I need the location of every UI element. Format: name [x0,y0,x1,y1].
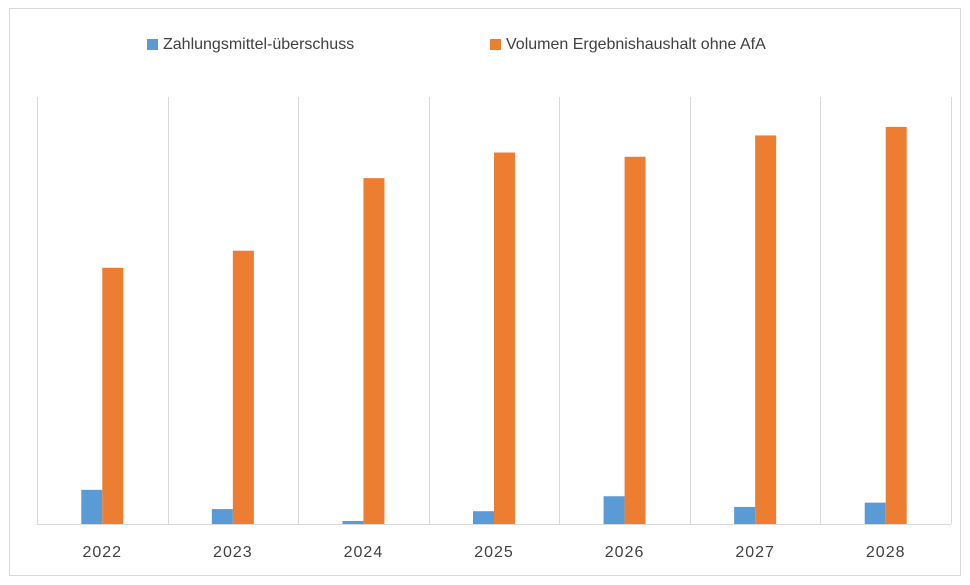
bar [624,156,646,524]
legend-label: Volumen Ergebnishaushalt ohne AfA [506,36,766,53]
chart-border [9,8,961,576]
bar [81,489,103,524]
bar [755,135,777,524]
legend-swatch [490,39,501,50]
legend-label: Zahlungsmittel-überschuss [163,36,354,53]
bar [102,267,124,524]
bar [864,502,886,524]
bar [342,521,364,524]
bar [363,178,385,524]
x-tick-label: 2023 [213,544,253,561]
x-tick-label: 2024 [344,544,384,561]
x-tick-label: 2022 [82,544,122,561]
x-tick-label: 2025 [474,544,514,561]
x-tick-label: 2026 [605,544,645,561]
bar [603,496,625,524]
legend-swatch [147,39,158,50]
bar [211,509,233,524]
bar [232,250,254,524]
x-tick-label: 2027 [735,544,775,561]
bar [494,152,515,524]
x-tick-label: 2028 [866,544,906,561]
bar [885,126,907,524]
bar [473,511,494,524]
bar [734,506,756,524]
